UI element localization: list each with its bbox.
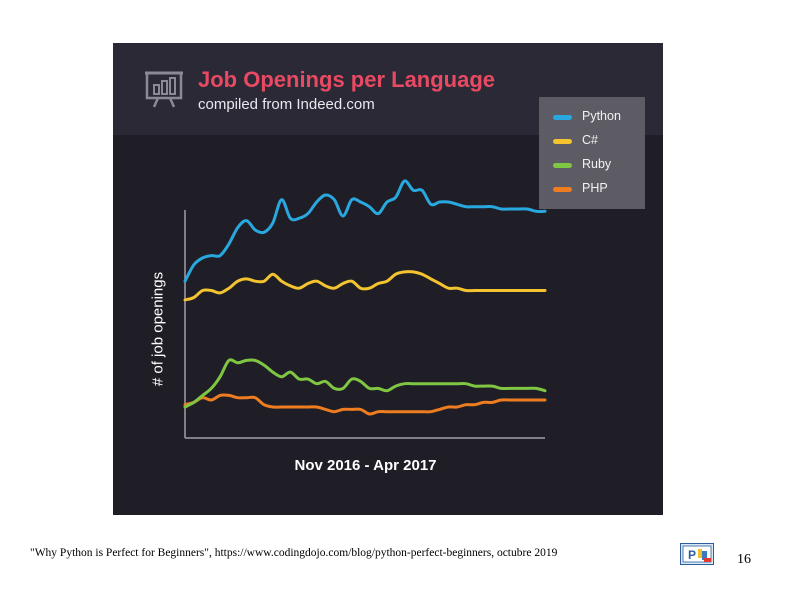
legend-item-python: Python	[553, 108, 643, 128]
legend: Python C# Ruby PHP	[539, 97, 645, 209]
legend-label-php: PHP	[582, 181, 608, 195]
legend-swatch-ruby	[553, 163, 572, 168]
page-number: 16	[737, 552, 751, 567]
legend-swatch-php	[553, 187, 572, 192]
x-axis-label: Nov 2016 - Apr 2017	[294, 457, 437, 474]
legend-label-csharp: C#	[582, 133, 598, 147]
legend-label-python: Python	[582, 109, 621, 123]
presentation-board-icon	[145, 71, 183, 108]
plot-area	[183, 179, 547, 439]
python-course-logo-icon: P	[680, 543, 714, 565]
series-line-csharp	[183, 270, 547, 302]
series-line-ruby	[183, 358, 547, 409]
chart-subtitle: compiled from Indeed.com	[198, 96, 375, 113]
legend-item-csharp: C#	[553, 132, 643, 152]
legend-item-ruby: Ruby	[553, 156, 643, 176]
chart-figure: Job Openings per Language compiled from …	[113, 43, 663, 515]
y-axis-label: # of job openings	[149, 271, 167, 387]
svg-text:P: P	[688, 548, 696, 562]
legend-item-php: PHP	[553, 180, 643, 200]
source-caption: "Why Python is Perfect for Beginners", h…	[30, 547, 558, 559]
chart-title: Job Openings per Language	[198, 67, 496, 92]
series-line-python	[183, 179, 547, 283]
legend-swatch-csharp	[553, 139, 572, 144]
series-line-php	[183, 393, 547, 416]
legend-label-ruby: Ruby	[582, 157, 612, 171]
legend-swatch-python	[553, 115, 572, 120]
